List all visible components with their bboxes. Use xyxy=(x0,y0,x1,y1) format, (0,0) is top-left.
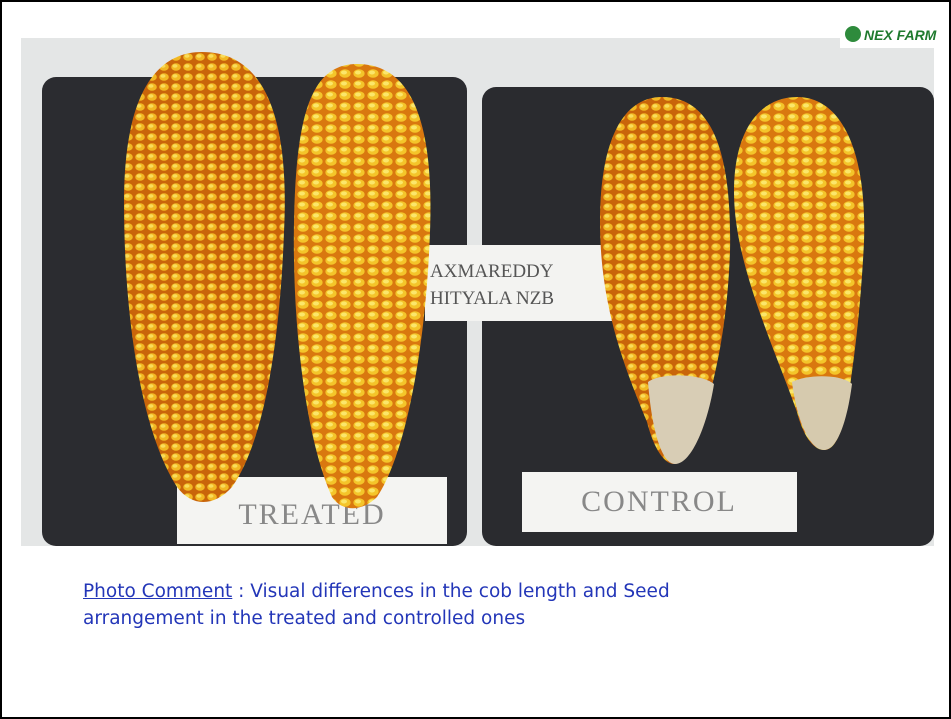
logo-text: NEX FARM xyxy=(864,27,937,43)
slide: AXMAREDDY HITYALA NZB TREATED CONTROL NE… xyxy=(0,0,951,719)
sign-text: HITYALA NZB xyxy=(430,288,554,309)
control-label: CONTROL xyxy=(581,485,737,518)
logo-icon xyxy=(845,26,861,42)
caption: Photo Comment : Visual differences in th… xyxy=(83,578,783,632)
caption-link[interactable]: Photo Comment xyxy=(83,581,232,602)
sign xyxy=(425,245,623,321)
sign-text: AXMAREDDY xyxy=(430,261,554,282)
caption-separator: : xyxy=(232,581,250,602)
